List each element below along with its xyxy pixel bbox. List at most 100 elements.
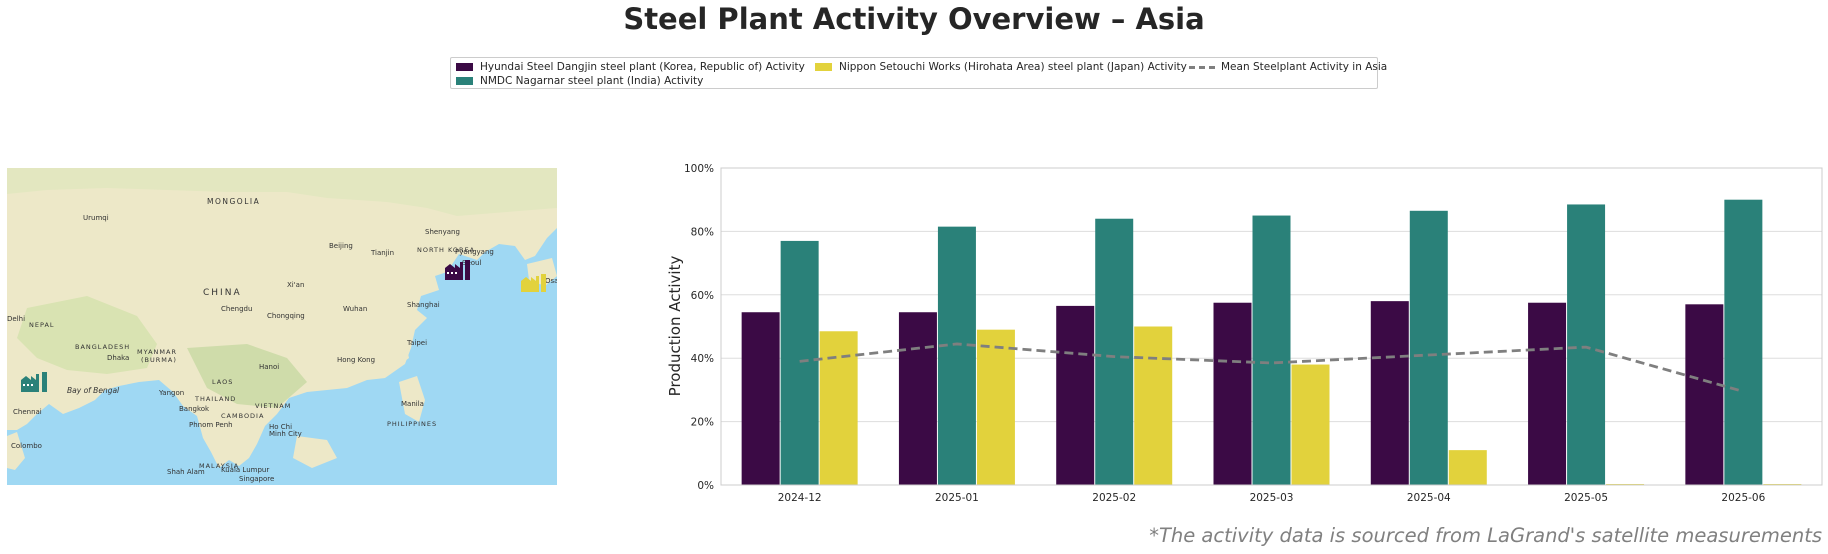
map-city-colombo: Colombo [11,442,42,450]
bar [1056,305,1095,485]
map-city-beijing: Beijing [329,242,353,250]
map-label-malaysia: MALAYSIA [199,462,239,470]
map-city-dhaka: Dhaka [107,354,129,362]
bar [937,226,976,485]
x-tick-label: 2025-05 [1564,492,1608,504]
bar [741,312,780,485]
map-land [7,168,557,468]
map-city-chengdu: Chengdu [221,305,252,313]
map-green-region-2 [187,344,307,408]
map-label-mongolia: MONGOLIA [207,197,260,206]
bar [1252,215,1291,486]
map-label-laos: LAOS [212,378,233,386]
map-label-vietnam: VIETNAM [255,402,291,410]
map-label-nepal: NEPAL [29,321,55,329]
chart-y-label: Production Activity [666,256,684,397]
map-city-seoul: Seoul [462,259,481,267]
y-tick-label: 20% [691,417,714,429]
legend-swatch-nippon [815,63,832,71]
map-city-chennai: Chennai [13,408,42,416]
map-city-taipei: Taipei [406,339,427,347]
x-tick-label: 2025-06 [1721,492,1765,504]
bar [819,331,858,485]
map-city-shenyang: Shenyang [425,228,460,236]
y-tick-label: 100% [684,163,714,175]
map-label-bay-of-bengal: Bay of Bengal [67,386,120,395]
map-city-tianjin: Tianjin [370,249,394,257]
x-tick-label: 2025-02 [1092,492,1136,504]
bar [1213,302,1252,485]
bar [1291,364,1330,485]
chart-legend: Hyundai Steel Dangjin steel plant (Korea… [450,57,1387,89]
map-label-china: CHINA [203,288,242,298]
map-city-yangon: Yangon [158,389,184,397]
legend-label-nippon: Nippon Setouchi Works (Hirohata Area) st… [839,61,1187,73]
map-city-shah-alam: Shah Alam [167,468,205,476]
map-city-manila: Manila [401,400,424,408]
legend-item-nippon: Nippon Setouchi Works (Hirohata Area) st… [815,61,1187,73]
map-srilanka [7,432,25,470]
legend-item-nmdc: NMDC Nagarnar steel plant (India) Activi… [456,75,703,87]
legend-label-mean: Mean Steelplant Activity in Asia [1221,61,1388,73]
map-city-pyongyang: Pyongyang [455,248,494,256]
map-green-region [17,296,157,374]
x-tick-label: 2024-12 [778,492,822,504]
x-tick-label: 2025-03 [1250,492,1294,504]
map-city-kuala-lumpur: Kuala Lumpur [221,466,269,474]
map-city-singapore: Singapore [239,475,274,483]
legend-dash-mean [1189,65,1215,69]
map-city-hong-kong: Hong Kong [337,356,375,364]
y-tick-label: 40% [691,353,714,365]
legend-swatch-hyundai [456,63,473,71]
map-taiwan [395,336,409,364]
bar [1134,326,1173,485]
page-title: Steel Plant Activity Overview – Asia [623,2,1205,36]
x-tick-label: 2025-04 [1407,492,1451,504]
chart-mean-line [799,342,1744,393]
asia-map: MONGOLIA CHINA NORTH KOREA NEPAL BANGLAD… [7,168,557,485]
map-philippines-land [399,376,425,422]
bar [976,329,1015,485]
map-city-hanoi: Hanoi [259,363,279,371]
map-city-bangkok: Bangkok [179,405,210,413]
map-city-delhi: Delhi [7,315,25,323]
nmdc-plant-marker [21,372,47,392]
bar [1724,199,1763,485]
map-label-burma: (BURMA) [141,356,177,364]
mean-activity-line [799,342,1744,393]
bar [1370,301,1409,485]
chart-x-ticks: 2024-12 2025-01 2025-02 2025-03 2025-04 2025-… [778,492,1766,504]
map-city-shanghai: Shanghai [407,301,440,309]
hyundai-plant-marker [445,260,470,280]
map-city-ho-chi-minh-2: Minh City [269,430,302,438]
map-label-cambodia: CAMBODIA [221,412,264,420]
y-tick-label: 0% [697,480,714,492]
map-japan [527,258,557,286]
bar [1685,304,1724,485]
legend-item-hyundai: Hyundai Steel Dangjin steel plant (Korea… [456,61,805,73]
map-city-xian: Xi'an [287,281,304,289]
activity-chart: 0% 20% 40% 60% 80% 100% 2024-12 2025-01 2025-02… [666,163,1823,504]
map-label-north-korea: NORTH KOREA [417,246,475,254]
x-tick-label: 2025-01 [935,492,979,504]
map-city-osaka: Osa [545,277,557,285]
bar [1095,218,1134,485]
bar [898,312,937,485]
chart-bars [741,199,1802,486]
asia-map-svg: MONGOLIA CHINA NORTH KOREA NEPAL BANGLAD… [7,168,557,485]
map-land-north [7,168,557,216]
bar [1448,450,1487,485]
map-city-urumqi: Urumqi [83,214,109,222]
bar [780,240,819,485]
y-tick-label: 60% [691,290,714,302]
map-label-myanmar: MYANMAR [137,348,177,356]
map-label-philippines: PHILIPPINES [387,420,437,428]
chart-y-ticks: 0% 20% 40% 60% 80% 100% [684,163,714,492]
map-label-bangladesh: BANGLADESH [75,343,130,351]
map-label-thailand: THAILAND [194,395,236,403]
map-city-ho-chi-minh: Ho Chi [269,423,292,431]
map-city-wuhan: Wuhan [343,305,367,313]
chart-frame [720,167,1823,486]
y-tick-label: 80% [691,226,714,238]
legend-item-mean: Mean Steelplant Activity in Asia [1189,61,1387,73]
